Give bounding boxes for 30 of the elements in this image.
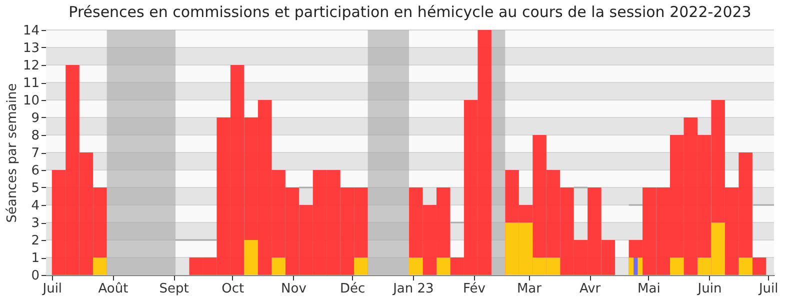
y-tick-label: 12: [22, 58, 40, 74]
x-tick-label: Sept: [159, 282, 189, 296]
x-tick-label: Fév: [463, 282, 486, 296]
x-tick-label: Juil: [758, 282, 778, 296]
y-tick-label: 9: [31, 111, 40, 126]
x-tick-label: Juin: [696, 282, 722, 296]
x-tick-label: Mai: [638, 282, 660, 296]
x-tick-label: Jan 23: [392, 282, 434, 296]
x-tick-label: Mar: [516, 282, 542, 296]
y-tick-label: 8: [31, 128, 40, 144]
x-tick-label: Oct: [222, 282, 244, 296]
y-tick-label: 0: [31, 268, 40, 284]
chart-title: Présences en commissions et participation en hémicycle au cours de la session 2022-2023: [68, 3, 752, 21]
y-tick-label: 2: [31, 234, 40, 248]
y-tick-label: 14: [22, 24, 40, 38]
y-tick-label: 11: [22, 76, 40, 91]
y-tick-label: 3: [31, 216, 40, 231]
y-axis-title: Séances par semaine: [4, 83, 20, 223]
x-tick-label: Avr: [579, 282, 602, 296]
x-tick-label: Juil: [42, 282, 62, 296]
x-tick-label: Août: [98, 282, 128, 296]
x-tick-label: Nov: [281, 282, 307, 296]
y-tick-label: 10: [22, 94, 40, 108]
y-tick-label: 7: [31, 146, 40, 161]
y-tick-label: 1: [31, 251, 40, 266]
y-tick-label: 13: [22, 41, 40, 56]
y-tick-label: 6: [31, 164, 40, 178]
x-tick-label: Déc: [340, 282, 366, 296]
y-tick-label: 5: [31, 181, 40, 196]
y-tick-label: 4: [31, 198, 40, 214]
